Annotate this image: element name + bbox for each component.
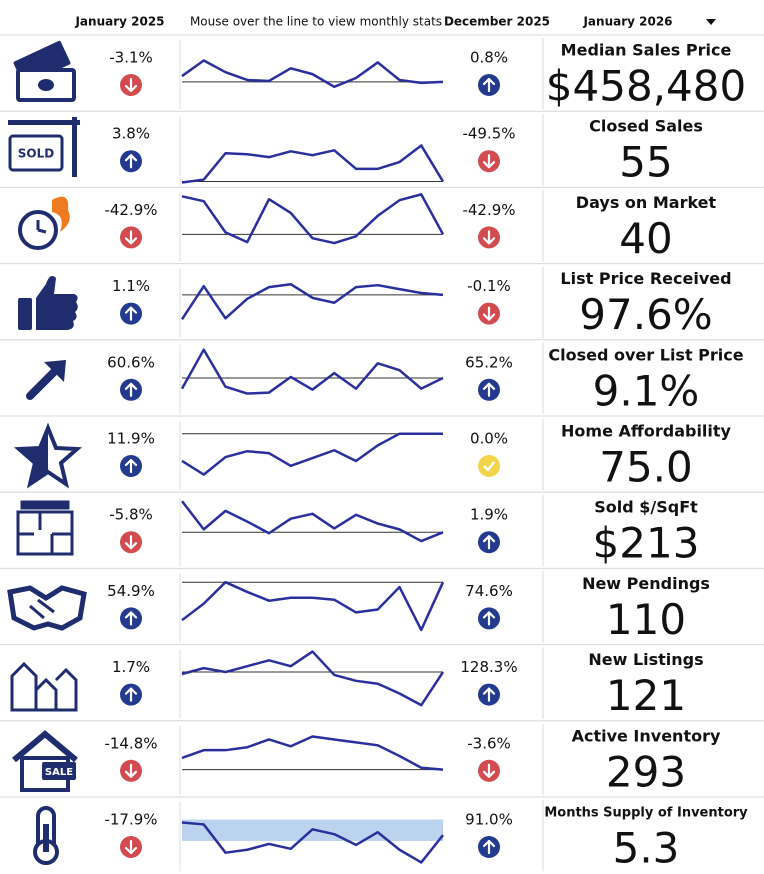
metric-label: List Price Received: [560, 269, 731, 288]
metric-value: $458,480: [546, 62, 746, 111]
metric-value: 97.6%: [579, 290, 712, 339]
yoy-change: -14.8%: [104, 734, 157, 752]
metric-label: New Pendings: [582, 574, 710, 593]
star-icon: [13, 422, 83, 489]
trend-line: [181, 59, 444, 89]
metric-value: $213: [593, 519, 700, 568]
yoy-change: 60.6%: [107, 353, 155, 371]
trend-line: [181, 144, 445, 184]
metric-value: 55: [619, 138, 672, 187]
icons: [7, 40, 87, 865]
selector-value[interactable]: January 2026: [582, 15, 672, 29]
arrow-mark: [124, 306, 138, 321]
mom-change: 0.0%: [470, 430, 508, 448]
trend-line: [181, 821, 444, 864]
mom-change: 91.0%: [465, 811, 513, 829]
metric-label: Median Sales Price: [561, 41, 732, 60]
metric-label: Home Affordability: [561, 422, 732, 441]
arrow-mark: [482, 77, 496, 93]
mom-change: 1.9%: [470, 506, 508, 524]
trend-line: [180, 282, 444, 320]
floorplan-icon: [16, 500, 74, 556]
yoy-change: 3.8%: [112, 125, 150, 143]
arrow-mark: [482, 611, 496, 626]
metric-label: Closed Sales: [589, 117, 703, 136]
metric-value: 75.0: [599, 443, 693, 492]
trend-line: [181, 432, 443, 476]
arrow-mark: [482, 839, 496, 855]
trend-line: [181, 735, 444, 771]
arrow-mark: [482, 154, 496, 169]
arrow-mark: [124, 611, 138, 626]
mom-change: 65.2%: [465, 353, 513, 371]
mom-change: -0.1%: [467, 277, 511, 295]
clock-icon: [18, 196, 70, 250]
house-sale-icon: [12, 730, 78, 792]
arrow-mark: [482, 535, 496, 550]
arrow-mark: [124, 154, 138, 169]
trend-line: [180, 348, 444, 395]
yoy-change: -17.9%: [104, 811, 157, 829]
metric-label: Days on Market: [576, 193, 717, 212]
arrow-mark: [124, 687, 138, 702]
sign-text: SOLD: [18, 147, 54, 161]
trend-line: [181, 650, 445, 707]
mom-change: 74.6%: [465, 582, 513, 600]
metric-label: New Listings: [588, 650, 703, 669]
arrow-icon: [26, 360, 66, 400]
trend-line: [181, 193, 445, 245]
metric-label: Months Supply of Inventory: [544, 806, 748, 821]
arrow-mark: [124, 77, 138, 93]
trend-line: [181, 500, 444, 543]
check-mark: [483, 461, 495, 472]
metric-value: 9.1%: [593, 366, 700, 415]
metric-value: 5.3: [613, 824, 680, 873]
mom-change: 128.3%: [460, 658, 517, 676]
trend-line: [181, 580, 445, 632]
change-badge: [478, 455, 500, 477]
period-label: December 2025: [444, 15, 550, 29]
money-icon: [13, 40, 76, 102]
yoy-change: 11.9%: [107, 430, 155, 448]
arrow-mark: [124, 458, 138, 474]
arrow-mark: [124, 839, 138, 855]
hint: Mouse over the line to view monthly stat…: [190, 15, 442, 29]
yoy-change: -42.9%: [104, 201, 157, 219]
metric-label: Closed over List Price: [548, 345, 743, 364]
mom-change: -49.5%: [462, 125, 515, 143]
metric-value: 40: [619, 214, 672, 263]
arrow-mark: [124, 763, 138, 778]
metric-label: Active Inventory: [572, 726, 721, 745]
yoy-change: -5.8%: [109, 506, 153, 524]
yoy-change: 1.7%: [112, 658, 150, 676]
thermometer-icon: [33, 806, 59, 865]
thumbs-up-icon: [18, 276, 78, 330]
metric-value: 293: [606, 747, 686, 796]
arrow-mark: [482, 763, 496, 778]
sign-text: SALE: [45, 767, 73, 778]
metric-value: 110: [606, 595, 686, 644]
arrow-mark: [124, 230, 138, 245]
dropdown-caret[interactable]: [706, 19, 716, 25]
sold-sign-icon: [8, 117, 80, 177]
yoy-change: -3.1%: [109, 49, 153, 67]
handshake-icon: [7, 585, 87, 631]
metric-label: Sold $/SqFt: [594, 498, 698, 517]
yoy-change: 54.9%: [107, 582, 155, 600]
metric-value: 121: [606, 671, 686, 720]
mom-change: -3.6%: [467, 734, 511, 752]
mom-change: -42.9%: [462, 201, 515, 219]
houses-icon: [10, 661, 78, 712]
arrow-mark: [124, 382, 138, 397]
month-selector[interactable]: January 2026: [582, 15, 716, 29]
arrow-mark: [482, 306, 496, 321]
yoy-change: 1.1%: [112, 277, 150, 295]
period-label: January 2025: [74, 15, 164, 29]
arrow-mark: [482, 230, 496, 245]
mom-change: 0.8%: [470, 49, 508, 67]
arrow-mark: [124, 535, 138, 550]
arrow-mark: [482, 382, 496, 397]
arrow-mark: [482, 687, 496, 702]
